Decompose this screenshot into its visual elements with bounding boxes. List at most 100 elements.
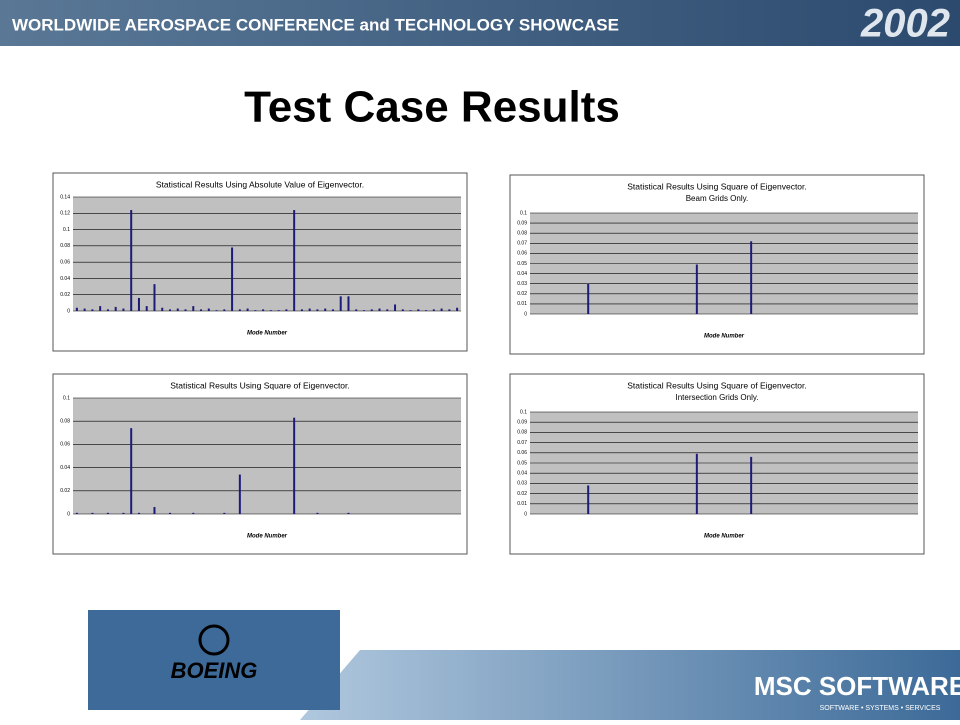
header-text: WORLDWIDE AEROSPACE CONFERENCE and TECHN… — [12, 15, 619, 34]
bar — [137, 512, 140, 514]
y-tick-label: 0.06 — [517, 450, 527, 456]
bar — [223, 512, 226, 514]
bar — [75, 307, 78, 311]
header-banner — [0, 0, 960, 46]
bar — [215, 310, 218, 311]
bar — [378, 308, 381, 311]
y-tick-label: 0.12 — [60, 211, 70, 217]
y-tick-label: 0.04 — [60, 276, 70, 282]
bar — [137, 297, 140, 311]
bar — [316, 309, 319, 311]
bar — [246, 308, 249, 311]
bar — [200, 309, 203, 311]
bar — [293, 210, 296, 311]
y-tick-label: 0.04 — [517, 471, 527, 477]
bar — [432, 309, 435, 311]
bar — [161, 307, 164, 311]
bar — [122, 512, 125, 514]
bar — [91, 309, 94, 311]
y-tick-label: 0.09 — [517, 420, 527, 426]
bar — [145, 306, 148, 311]
y-tick-label: 0.02 — [60, 292, 70, 298]
y-tick-label: 0.08 — [517, 430, 527, 436]
bar — [184, 309, 187, 311]
bar — [347, 512, 350, 514]
y-tick-label: 0 — [524, 311, 527, 317]
bar — [223, 309, 226, 311]
msc-logo: MSC SOFTWARE — [754, 671, 960, 701]
y-tick-label: 0.04 — [60, 465, 70, 471]
bar — [106, 512, 109, 514]
chart-title: Statistical Results Using Square of Eige… — [170, 380, 350, 390]
bar — [587, 485, 590, 514]
bar — [316, 512, 319, 514]
y-tick-label: 0 — [524, 511, 527, 517]
bar — [238, 474, 241, 514]
bar — [324, 308, 327, 311]
x-axis-label: Mode Number — [704, 534, 745, 540]
y-tick-label: 0.1 — [520, 210, 527, 216]
x-axis-label: Mode Number — [247, 331, 288, 337]
plot-area — [73, 398, 461, 514]
y-tick-label: 0.07 — [517, 440, 527, 446]
bar — [262, 309, 265, 311]
y-tick-label: 0.1 — [520, 409, 527, 415]
bar — [269, 310, 272, 311]
bar — [409, 310, 412, 311]
y-tick-label: 0.1 — [63, 395, 70, 401]
y-tick-label: 0.04 — [517, 271, 527, 277]
x-axis-label: Mode Number — [704, 334, 745, 340]
bar — [169, 309, 171, 311]
bar — [99, 306, 102, 311]
chart-subtitle: Intersection Grids Only. — [676, 393, 759, 402]
bar — [130, 428, 133, 514]
bar — [401, 309, 404, 311]
bar — [695, 453, 698, 514]
bar — [192, 306, 195, 311]
chart-title: Statistical Results Using Square of Eige… — [627, 181, 807, 191]
bar — [587, 283, 590, 314]
footer-band — [300, 650, 960, 720]
bar — [425, 310, 428, 311]
bar — [169, 512, 171, 514]
bar — [331, 309, 334, 311]
bar — [114, 306, 117, 311]
boeing-text: BOEING — [171, 658, 258, 683]
bar — [91, 512, 94, 514]
y-tick-label: 0.05 — [517, 261, 527, 267]
bar — [293, 417, 296, 514]
slide-title: Test Case Results — [244, 83, 620, 132]
bar — [83, 308, 86, 311]
y-tick-label: 0.07 — [517, 241, 527, 247]
bar — [277, 310, 280, 311]
y-tick-label: 0.08 — [60, 243, 70, 249]
bar — [417, 309, 420, 311]
bar — [231, 247, 234, 311]
bar — [254, 310, 257, 311]
y-tick-label: 0.1 — [63, 227, 70, 233]
bar — [207, 308, 210, 311]
y-tick-label: 0.03 — [517, 281, 527, 287]
y-tick-label: 0.05 — [517, 460, 527, 466]
y-tick-label: 0.01 — [517, 301, 527, 307]
y-tick-label: 0.06 — [60, 259, 70, 265]
bar — [106, 309, 109, 311]
msc-tagline: SOFTWARE • SYSTEMS • SERVICES — [820, 705, 941, 712]
boeing-symbol — [198, 624, 230, 656]
bar — [347, 296, 350, 311]
bar — [192, 512, 195, 514]
chart-title: Statistical Results Using Square of Eige… — [627, 380, 807, 390]
bar — [130, 210, 133, 311]
bar — [300, 309, 303, 311]
y-tick-label: 0.09 — [517, 220, 527, 226]
bar — [339, 296, 342, 311]
x-axis-label: Mode Number — [247, 534, 288, 540]
bar — [176, 308, 179, 311]
y-tick-label: 0 — [67, 511, 70, 517]
y-tick-label: 0.06 — [517, 251, 527, 257]
y-tick-label: 0.08 — [517, 231, 527, 237]
y-tick-label: 0.14 — [60, 194, 70, 200]
bar — [750, 241, 753, 314]
